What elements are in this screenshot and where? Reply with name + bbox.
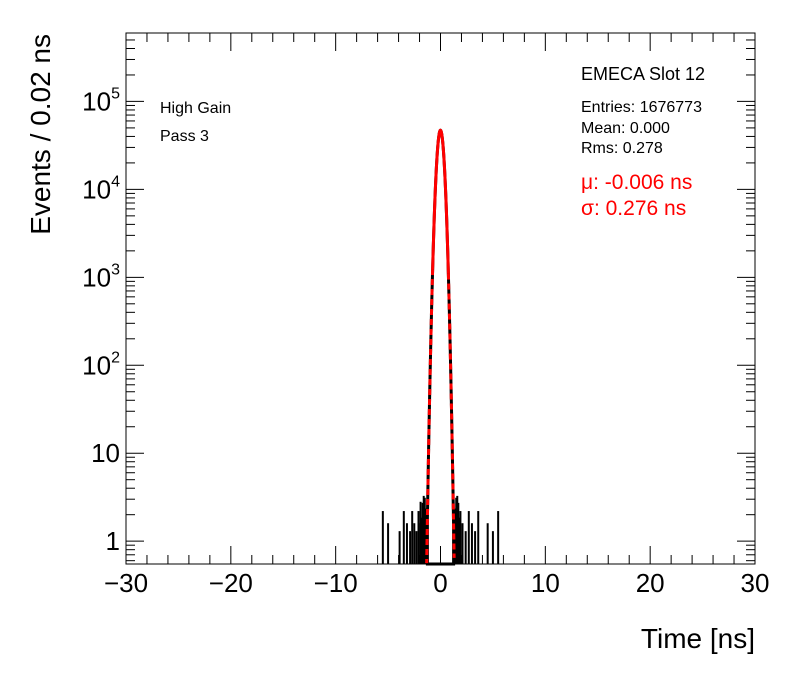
x-tick-label: 0	[433, 568, 447, 598]
x-tick-label: 10	[531, 568, 560, 598]
ticks-layer: −30 −20 −10 0 10 20 30 1 10 102 103 104 105	[82, 32, 770, 598]
y-tick-label: 102	[82, 349, 120, 380]
x-tick-label: −10	[314, 568, 358, 598]
fit-mu-label: μ: -0.006 ns	[581, 171, 692, 194]
histogram-layer	[381, 128, 500, 566]
x-tick-label: 30	[741, 568, 770, 598]
fit-curve-extrapolated	[425, 268, 456, 564]
y-tick-label: 104	[82, 173, 120, 204]
y-tick-label: 103	[82, 261, 120, 292]
fit-sigma-label: σ: 0.276 ns	[581, 197, 686, 220]
stats-entries: Entries: 1676773	[581, 99, 702, 116]
y-axis-label: Events / 0.02 ns	[25, 34, 56, 235]
gain-label: High Gain	[160, 100, 231, 117]
chart-title: EMECA Slot 12	[581, 64, 705, 84]
stats-mean: Mean: 0.000	[581, 120, 670, 137]
fit-layer	[425, 128, 456, 564]
y-tick-label: 10	[91, 438, 120, 468]
x-tick-label: 20	[636, 568, 665, 598]
x-tick-label: −20	[209, 568, 253, 598]
x-axis-label: Time [ns]	[641, 623, 755, 654]
pass-label: Pass 3	[160, 128, 209, 145]
y-tick-label: 1	[106, 526, 120, 556]
x-tick-label: −30	[104, 568, 148, 598]
stats-rms: Rms: 0.278	[581, 140, 663, 157]
y-tick-label: 105	[82, 85, 120, 116]
fit-curve	[431, 128, 450, 274]
